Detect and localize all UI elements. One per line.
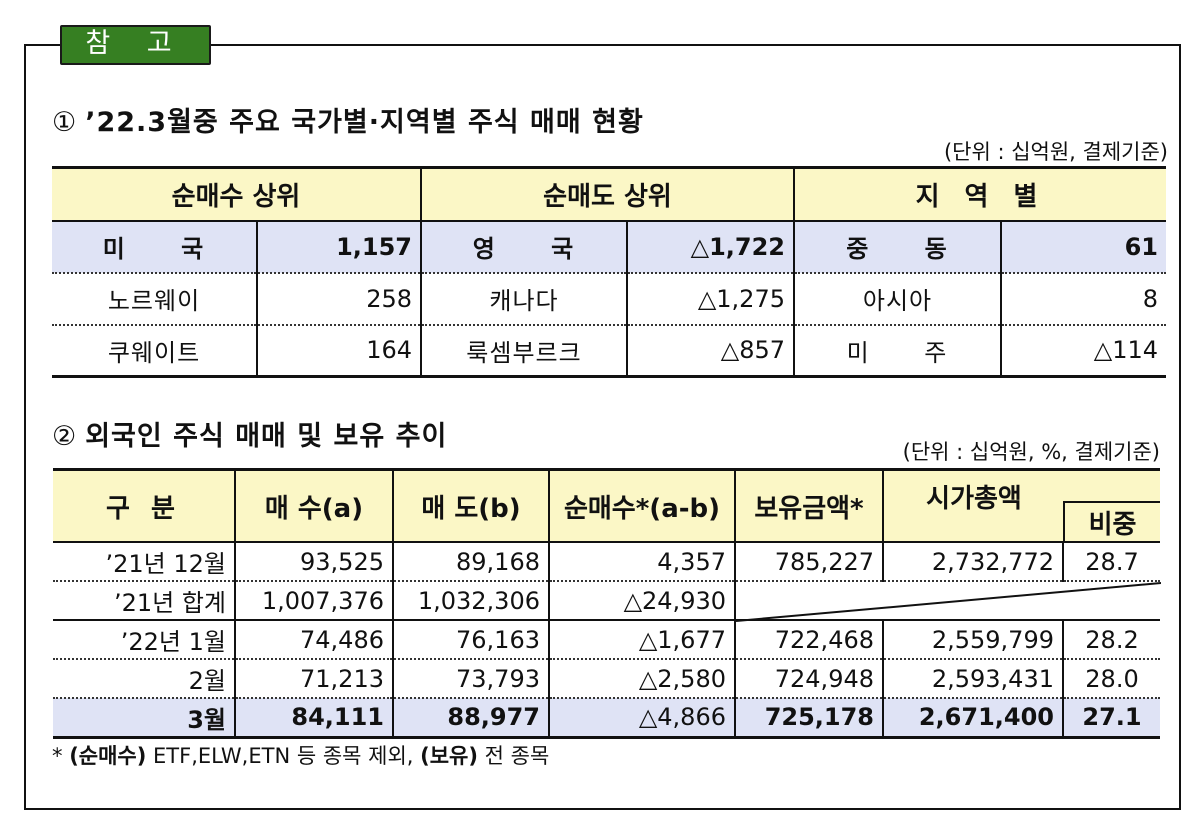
header-sell: 매 도(b) — [392, 468, 550, 543]
section2-number: ② — [52, 421, 78, 452]
buy-amount: 84,111 — [234, 697, 394, 739]
period: ’21년 12월 — [53, 542, 236, 581]
buy-country: 노르웨이 — [52, 271, 258, 325]
region-value: 61 — [1000, 220, 1166, 273]
table-header-row: 순매수 상위 순매도 상위 지 역 별 — [52, 166, 1166, 222]
period: ’21년 합계 — [53, 580, 236, 620]
sell-value: △857 — [626, 323, 795, 378]
header-market-cap: 시가총액 — [926, 484, 1022, 514]
period: 3월 — [53, 697, 236, 739]
buy-value: 1,157 — [256, 220, 422, 273]
header-net-buy: 순매수*(a-b) — [548, 468, 736, 543]
buy-country: 쿠웨이트 — [52, 323, 258, 378]
period: 2월 — [53, 658, 236, 698]
buy-amount: 71,213 — [234, 658, 394, 698]
market-cap: 2,671,400 — [882, 697, 1064, 739]
footnote-holding-text: 전 종목 — [477, 744, 550, 768]
sell-amount: 73,793 — [392, 658, 550, 698]
header-period: 구 분 — [53, 468, 236, 543]
sell-country: 룩셈부르크 — [420, 323, 628, 378]
reference-frame — [24, 44, 1181, 810]
ratio: 27.1 — [1062, 697, 1160, 739]
table-row: 노르웨이 258 캐나다 △1,275 아시아 8 — [52, 271, 1166, 325]
net-buy-amount: △2,580 — [548, 658, 736, 698]
holding-amount: 724,948 — [734, 658, 884, 698]
footnote-net-buy-label: (순매수) — [69, 744, 147, 768]
buy-country: 미 국 — [52, 220, 258, 273]
section2-title-text: 외국인 주식 매매 및 보유 추이 — [85, 421, 448, 452]
sell-country: 캐나다 — [420, 271, 628, 325]
section2-unit: (단위 : 십억원, %, 결제기준) — [902, 440, 1160, 464]
region-name: 중 동 — [793, 220, 1002, 273]
section2-title: ② 외국인 주식 매매 및 보유 추이 — [52, 414, 447, 453]
buy-amount: 74,486 — [234, 619, 394, 659]
header-buy: 매 수(a) — [234, 468, 394, 543]
holding-amount: 722,468 — [734, 619, 884, 659]
table-row: ’22년 1월 74,486 76,163 △1,677 722,468 2,5… — [53, 619, 1160, 659]
sell-country: 영 국 — [420, 220, 628, 273]
holding-amount: 725,178 — [734, 697, 884, 739]
sell-value: △1,275 — [626, 271, 795, 325]
period: ’22년 1월 — [53, 619, 236, 659]
footnote-net-buy-text: ETF,ELW,ETN 등 종목 제외, — [146, 744, 421, 768]
foreign-trading-table: 구 분 매 수(a) 매 도(b) 순매수*(a-b) 보유금액* 시가총액 비… — [53, 468, 1161, 739]
table-row: 2월 71,213 73,793 △2,580 724,948 2,593,43… — [53, 658, 1160, 698]
sell-value: △1,722 — [626, 220, 795, 273]
ratio: 28.2 — [1062, 619, 1160, 659]
table-row: 3월 84,111 88,977 △4,866 725,178 2,671,40… — [53, 697, 1160, 739]
sell-amount: 1,032,306 — [392, 580, 550, 620]
table-row: 쿠웨이트 164 룩셈부르크 △857 미 주 △114 — [52, 323, 1166, 378]
footnote-star: * — [52, 744, 63, 768]
table-row: ’21년 합계 1,007,376 1,032,306 △24,930 — [53, 580, 1161, 622]
market-cap: 2,593,431 — [882, 658, 1064, 698]
header-holding: 보유금액* — [734, 468, 884, 543]
holding-amount: 785,227 — [734, 542, 884, 581]
net-buy-amount: △4,866 — [548, 697, 736, 739]
net-buy-amount: 4,357 — [548, 542, 736, 581]
region-name: 아시아 — [793, 271, 1002, 325]
country-trading-table: 순매수 상위 순매도 상위 지 역 별 미 국 1,157 영 국 △1,722… — [52, 166, 1166, 378]
section1-title-text: ’22.3월중 주요 국가별·지역별 주식 매매 현황 — [85, 107, 644, 138]
table-row: ’21년 12월 93,525 89,168 4,357 785,227 2,7… — [53, 542, 1160, 581]
header-by-region: 지 역 별 — [793, 166, 1166, 222]
ratio: 28.0 — [1062, 658, 1160, 698]
section1-unit: (단위 : 십억원, 결제기준) — [943, 140, 1168, 164]
diagonal-line — [736, 582, 1161, 622]
footnote-holding-label: (보유) — [420, 744, 478, 768]
table-header-row: 구 분 매 수(a) 매 도(b) 순매수*(a-b) 보유금액* 시가총액 비… — [53, 468, 1160, 543]
region-value: 8 — [1000, 271, 1166, 325]
reference-label: 참 고 — [60, 25, 211, 65]
net-buy-amount: △1,677 — [548, 619, 736, 659]
diagonal-empty-cell — [734, 580, 1161, 622]
buy-value: 164 — [256, 323, 422, 378]
header-market-cap-group: 시가총액 비중 — [882, 468, 1160, 543]
region-value: △114 — [1000, 323, 1166, 378]
table-row: 미 국 1,157 영 국 △1,722 중 동 61 — [52, 220, 1166, 273]
market-cap: 2,732,772 — [882, 542, 1064, 581]
section1-number: ① — [52, 107, 78, 138]
header-net-sell-top: 순매도 상위 — [420, 166, 795, 222]
sell-amount: 88,977 — [392, 697, 550, 739]
ratio: 28.7 — [1062, 542, 1160, 581]
net-buy-amount: △24,930 — [548, 580, 736, 620]
footnote: * (순매수) ETF,ELW,ETN 등 종목 제외, (보유) 전 종목 — [52, 740, 549, 770]
section1-title: ① ’22.3월중 주요 국가별·지역별 주식 매매 현황 — [52, 100, 644, 139]
header-ratio: 비중 — [1063, 501, 1160, 541]
sell-amount: 89,168 — [392, 542, 550, 581]
market-cap: 2,559,799 — [882, 619, 1064, 659]
sell-amount: 76,163 — [392, 619, 550, 659]
buy-amount: 93,525 — [234, 542, 394, 581]
buy-amount: 1,007,376 — [234, 580, 394, 620]
region-name: 미 주 — [793, 323, 1002, 378]
buy-value: 258 — [256, 271, 422, 325]
header-net-buy-top: 순매수 상위 — [52, 166, 422, 222]
